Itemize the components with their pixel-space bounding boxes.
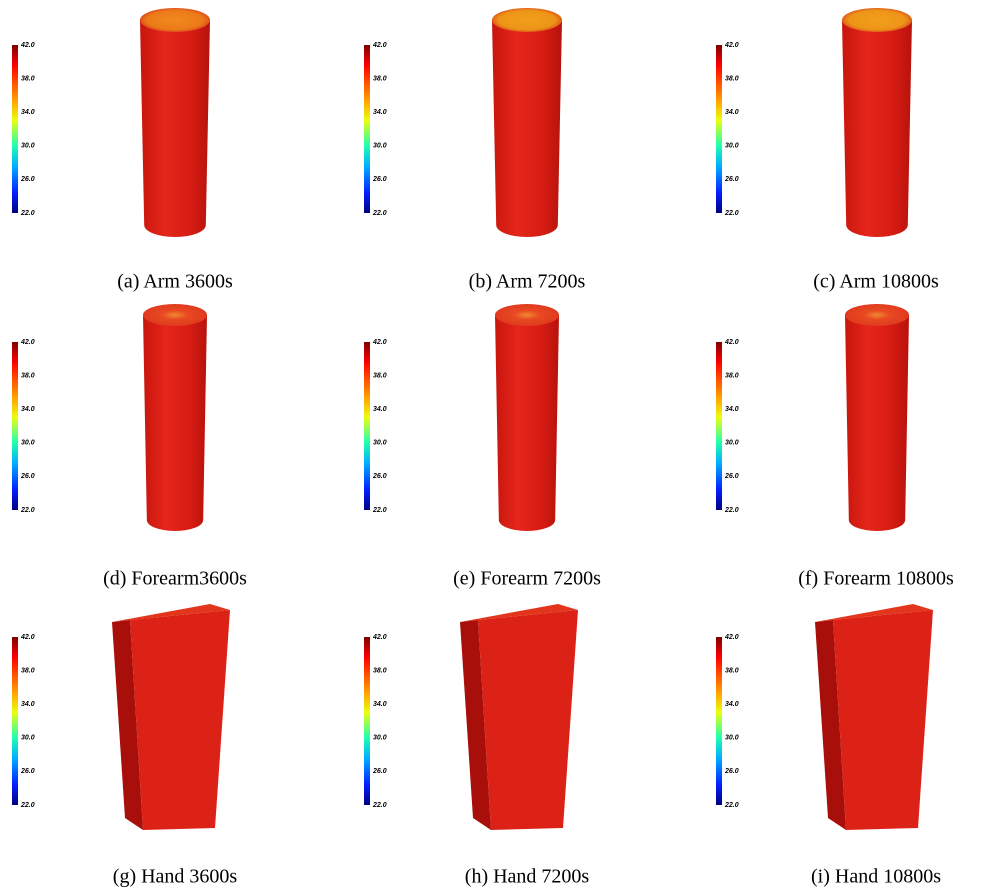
colorbar-label: 34.0	[21, 406, 35, 413]
colorbar-label: 38.0	[725, 667, 739, 674]
caption: (c) Arm 10800s	[813, 271, 939, 293]
colorbar-label: 42.0	[724, 634, 739, 641]
colorbar-label: 26.0	[372, 176, 387, 183]
colorbar-label: 42.0	[372, 42, 387, 49]
colorbar-label: 26.0	[20, 176, 35, 183]
colorbar-label: 30.0	[725, 735, 739, 742]
colorbar-label: 26.0	[724, 768, 739, 775]
colorbar-label: 42.0	[724, 339, 739, 346]
colorbar-label: 34.0	[725, 109, 739, 116]
panel: 42.0 38.0 34.0 30.0 26.0 22.0 (a) Arm 3600s	[12, 8, 233, 293]
colorbar-label: 38.0	[373, 372, 387, 379]
cylinder-top	[845, 304, 909, 326]
caption: (a) Arm 3600s	[117, 271, 233, 293]
panel: 42.0 38.0 34.0 30.0 26.0 22.0 (g) Hand 3600s	[12, 604, 237, 888]
box-front	[833, 610, 933, 830]
cylinder-top	[140, 8, 210, 32]
cylinder-body	[842, 20, 912, 237]
colorbar	[716, 342, 722, 510]
colorbar-label: 26.0	[20, 473, 35, 480]
colorbar-label: 30.0	[725, 143, 739, 150]
colorbar-label: 38.0	[21, 667, 35, 674]
colorbar-label: 38.0	[725, 75, 739, 82]
colorbar-label: 30.0	[21, 735, 35, 742]
colorbar-label: 22.0	[372, 507, 387, 514]
colorbar-label: 22.0	[20, 507, 35, 514]
colorbar-label: 30.0	[373, 143, 387, 150]
caption: (e) Forearm 7200s	[453, 568, 601, 590]
cylinder-body	[143, 315, 207, 531]
colorbar	[12, 342, 18, 510]
colorbar-label: 38.0	[373, 667, 387, 674]
cylinder-top	[842, 8, 912, 32]
colorbar	[364, 342, 370, 510]
colorbar-label: 26.0	[372, 473, 387, 480]
colorbar-label: 22.0	[372, 210, 387, 217]
panel: 42.0 38.0 34.0 30.0 26.0 22.0 (h) Hand 7200s	[364, 604, 589, 888]
colorbar-label: 30.0	[373, 440, 387, 447]
colorbar-label: 34.0	[725, 701, 739, 708]
colorbar-label: 34.0	[373, 109, 387, 116]
cylinder-top	[492, 8, 562, 32]
colorbar-label: 34.0	[373, 406, 387, 413]
colorbar-label: 34.0	[21, 701, 35, 708]
cylinder-body	[845, 315, 909, 531]
colorbar-label: 30.0	[373, 735, 387, 742]
colorbar-label: 22.0	[372, 802, 387, 809]
colorbar-label: 34.0	[373, 701, 387, 708]
cylinder-top	[143, 304, 207, 326]
cylinder-body	[492, 20, 562, 237]
caption: (g) Hand 3600s	[113, 866, 238, 888]
caption: (d) Forearm3600s	[103, 568, 247, 590]
figure: 42.038.034.030.026.022.0(a) Arm 3600s42.…	[0, 0, 989, 895]
colorbar-label: 42.0	[20, 339, 35, 346]
colorbar-label: 26.0	[724, 176, 739, 183]
cylinder-body	[140, 20, 210, 237]
box-front	[130, 610, 230, 830]
panel: 42.0 38.0 34.0 30.0 26.0 22.0 (f) Forearm 1080…	[716, 304, 954, 590]
colorbar-label: 38.0	[725, 372, 739, 379]
colorbar-label: 34.0	[21, 109, 35, 116]
colorbar-label: 22.0	[20, 210, 35, 217]
colorbar-label: 22.0	[724, 802, 739, 809]
colorbar	[12, 637, 18, 805]
colorbar-label: 38.0	[21, 75, 35, 82]
cylinder-body	[495, 315, 559, 531]
caption: (f) Forearm 10800s	[798, 568, 954, 590]
colorbar	[716, 637, 722, 805]
colorbar-label: 26.0	[20, 768, 35, 775]
colorbar	[12, 45, 18, 213]
caption: (h) Hand 7200s	[465, 866, 590, 888]
colorbar-label: 30.0	[21, 143, 35, 150]
panels: 42.038.034.030.026.022.0(a) Arm 3600s42.…	[12, 8, 954, 888]
colorbar-label: 42.0	[20, 42, 35, 49]
colorbar-label: 22.0	[724, 507, 739, 514]
box-front	[478, 610, 578, 830]
caption: (i) Hand 10800s	[811, 866, 941, 888]
colorbar-label: 34.0	[725, 406, 739, 413]
colorbar-label: 38.0	[21, 372, 35, 379]
colorbar	[716, 45, 722, 213]
colorbar	[364, 45, 370, 213]
colorbar-label: 30.0	[21, 440, 35, 447]
cylinder-top	[495, 304, 559, 326]
colorbar-label: 42.0	[372, 339, 387, 346]
colorbar-label: 42.0	[724, 42, 739, 49]
colorbar-label: 26.0	[724, 473, 739, 480]
panel: 42.0 38.0 34.0 30.0 26.0 22.0 (i) Hand 10800s	[716, 604, 941, 888]
panel: 42.0 38.0 34.0 30.0 26.0 22.0 (c) Arm 10800s	[716, 8, 939, 293]
colorbar-label: 26.0	[372, 768, 387, 775]
caption: (b) Arm 7200s	[469, 271, 586, 293]
panel: 42.0 38.0 34.0 30.0 26.0 22.0 (b) Arm 7200s	[364, 8, 586, 293]
colorbar-label: 42.0	[372, 634, 387, 641]
colorbar-label: 22.0	[20, 802, 35, 809]
colorbar-label: 38.0	[373, 75, 387, 82]
colorbar-label: 30.0	[725, 440, 739, 447]
colorbar	[364, 637, 370, 805]
panel: 42.0 38.0 34.0 30.0 26.0 22.0 (e) Forearm 7200…	[364, 304, 601, 590]
colorbar-label: 42.0	[20, 634, 35, 641]
colorbar-label: 22.0	[724, 210, 739, 217]
panel: 42.0 38.0 34.0 30.0 26.0 22.0 (d) Forearm3600s	[12, 304, 247, 590]
